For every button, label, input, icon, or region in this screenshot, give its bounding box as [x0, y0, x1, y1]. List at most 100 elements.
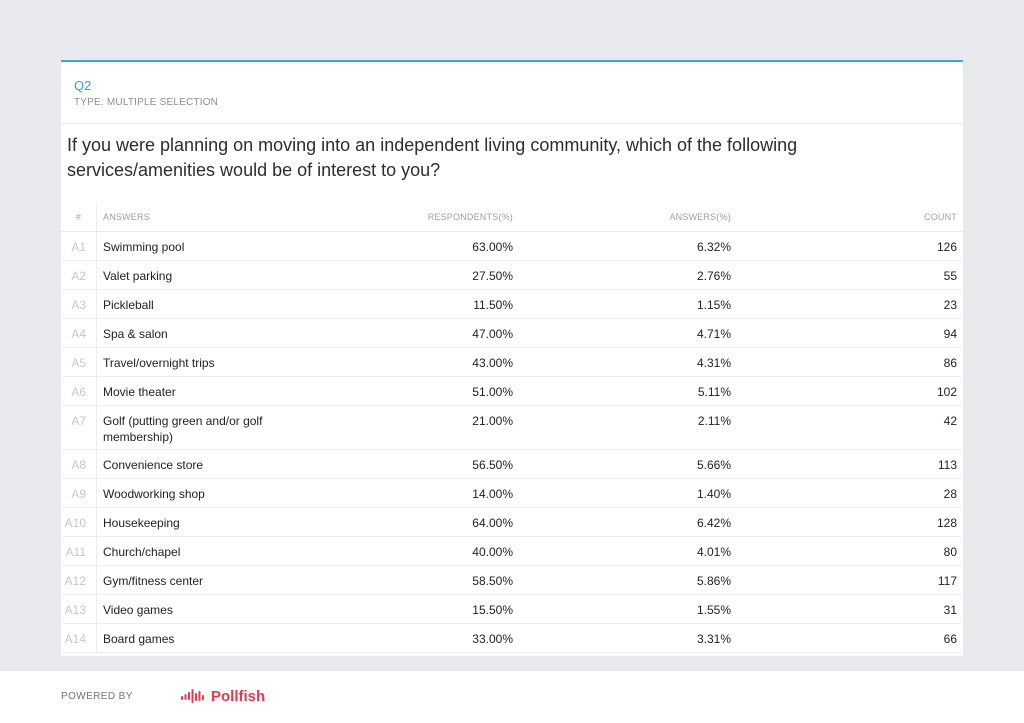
- row-id: A11: [61, 536, 97, 566]
- row-respondents: 58.50%: [291, 565, 513, 595]
- row-answer: Spa & salon: [96, 318, 291, 348]
- row-answer: Gym/fitness center: [96, 565, 291, 595]
- row-count: 128: [731, 507, 963, 537]
- header-answers-pct: ANSWERS(%): [513, 202, 731, 232]
- row-respondents: 11.50%: [291, 289, 513, 319]
- row-count: 66: [731, 623, 963, 653]
- row-answers-pct: 2.11%: [513, 405, 731, 450]
- results-table: # ANSWERS RESPONDENTS(%) ANSWERS(%) COUN…: [61, 202, 963, 653]
- powered-by-label: POWERED BY: [61, 691, 133, 702]
- header-count: COUNT: [731, 202, 963, 232]
- row-count: 102: [731, 376, 963, 406]
- row-answers-pct: 5.86%: [513, 565, 731, 595]
- row-answers-pct: 6.32%: [513, 231, 731, 261]
- row-answers-pct: 2.76%: [513, 260, 731, 290]
- table-row: A2 Valet parking 27.50% 2.76% 55: [61, 260, 963, 290]
- row-count: 117: [731, 565, 963, 595]
- row-respondents: 40.00%: [291, 536, 513, 566]
- table-row: A11 Church/chapel 40.00% 4.01% 80: [61, 536, 963, 566]
- row-respondents: 43.00%: [291, 347, 513, 377]
- row-answers-pct: 6.42%: [513, 507, 731, 537]
- row-id: A9: [61, 478, 97, 508]
- row-id: A14: [61, 623, 97, 653]
- row-answers-pct: 1.15%: [513, 289, 731, 319]
- row-respondents: 14.00%: [291, 478, 513, 508]
- row-respondents: 27.50%: [291, 260, 513, 290]
- row-answers-pct: 1.40%: [513, 478, 731, 508]
- row-answer: Travel/overnight trips: [96, 347, 291, 377]
- row-respondents: 56.50%: [291, 449, 513, 479]
- table-row: A10 Housekeeping 64.00% 6.42% 128: [61, 507, 963, 537]
- table-row: A1 Swimming pool 63.00% 6.32% 126: [61, 231, 963, 261]
- table-row: A3 Pickleball 11.50% 1.15% 23: [61, 289, 963, 319]
- brand-name: Pollfish: [211, 687, 266, 705]
- question-id: Q2: [74, 78, 92, 93]
- question-card: Q2 TYPE: MULTIPLE SELECTION If you were …: [61, 60, 963, 656]
- row-answers-pct: 5.11%: [513, 376, 731, 406]
- row-respondents: 15.50%: [291, 594, 513, 624]
- table-header-row: # ANSWERS RESPONDENTS(%) ANSWERS(%) COUN…: [61, 202, 963, 232]
- row-count: 55: [731, 260, 963, 290]
- row-answers-pct: 1.55%: [513, 594, 731, 624]
- table-row: A8 Convenience store 56.50% 5.66% 113: [61, 449, 963, 479]
- row-answer: Woodworking shop: [96, 478, 291, 508]
- row-answer: Video games: [96, 594, 291, 624]
- row-answer: Valet parking: [96, 260, 291, 290]
- row-answer: Church/chapel: [96, 536, 291, 566]
- footer: POWERED BY Pollfish: [0, 671, 1024, 723]
- row-id: A5: [61, 347, 97, 377]
- row-answer: Housekeeping: [96, 507, 291, 537]
- table-row: A9 Woodworking shop 14.00% 1.40% 28: [61, 478, 963, 508]
- row-respondents: 63.00%: [291, 231, 513, 261]
- table-row: A14 Board games 33.00% 3.31% 66: [61, 623, 963, 653]
- table-row: A6 Movie theater 51.00% 5.11% 102: [61, 376, 963, 406]
- row-answers-pct: 4.31%: [513, 347, 731, 377]
- row-answer: Pickleball: [96, 289, 291, 319]
- table-row: A5 Travel/overnight trips 43.00% 4.31% 8…: [61, 347, 963, 377]
- row-id: A12: [61, 565, 97, 595]
- row-count: 80: [731, 536, 963, 566]
- row-answers-pct: 4.71%: [513, 318, 731, 348]
- table-row: A12 Gym/fitness center 58.50% 5.86% 117: [61, 565, 963, 595]
- row-answers-pct: 3.31%: [513, 623, 731, 653]
- row-answers-pct: 4.01%: [513, 536, 731, 566]
- header-num: #: [61, 202, 97, 232]
- row-id: A4: [61, 318, 97, 348]
- table-row: A13 Video games 15.50% 1.55% 31: [61, 594, 963, 624]
- row-count: 23: [731, 289, 963, 319]
- row-id: A7: [61, 405, 97, 450]
- row-count: 31: [731, 594, 963, 624]
- row-answer: Convenience store: [96, 449, 291, 479]
- header-respondents: RESPONDENTS(%): [291, 202, 513, 232]
- row-id: A8: [61, 449, 97, 479]
- row-count: 113: [731, 449, 963, 479]
- row-respondents: 51.00%: [291, 376, 513, 406]
- question-text: If you were planning on moving into an i…: [67, 135, 798, 180]
- table-row: A4 Spa & salon 47.00% 4.71% 94: [61, 318, 963, 348]
- row-id: A6: [61, 376, 97, 406]
- row-answer: Movie theater: [96, 376, 291, 406]
- row-answer: Board games: [96, 623, 291, 653]
- row-count: 86: [731, 347, 963, 377]
- row-id: A3: [61, 289, 97, 319]
- row-count: 126: [731, 231, 963, 261]
- pollfish-waveform-icon: [181, 689, 204, 703]
- question-header: Q2 TYPE: MULTIPLE SELECTION: [61, 62, 963, 124]
- row-answer: Swimming pool: [96, 231, 291, 261]
- pollfish-logo[interactable]: Pollfish: [181, 685, 265, 707]
- row-respondents: 47.00%: [291, 318, 513, 348]
- row-id: A2: [61, 260, 97, 290]
- row-id: A1: [61, 231, 97, 261]
- row-respondents: 64.00%: [291, 507, 513, 537]
- row-count: 94: [731, 318, 963, 348]
- question-type: TYPE: MULTIPLE SELECTION: [74, 97, 219, 108]
- table-row: A7 Golf (putting green and/or golf membe…: [61, 405, 963, 450]
- row-respondents: 33.00%: [291, 623, 513, 653]
- header-answers: ANSWERS: [96, 202, 291, 232]
- row-id: A13: [61, 594, 97, 624]
- row-id: A10: [61, 507, 97, 537]
- row-count: 42: [731, 405, 963, 450]
- row-answer: Golf (putting green and/or golf membersh…: [96, 405, 291, 450]
- row-count: 28: [731, 478, 963, 508]
- row-respondents: 21.00%: [291, 405, 513, 450]
